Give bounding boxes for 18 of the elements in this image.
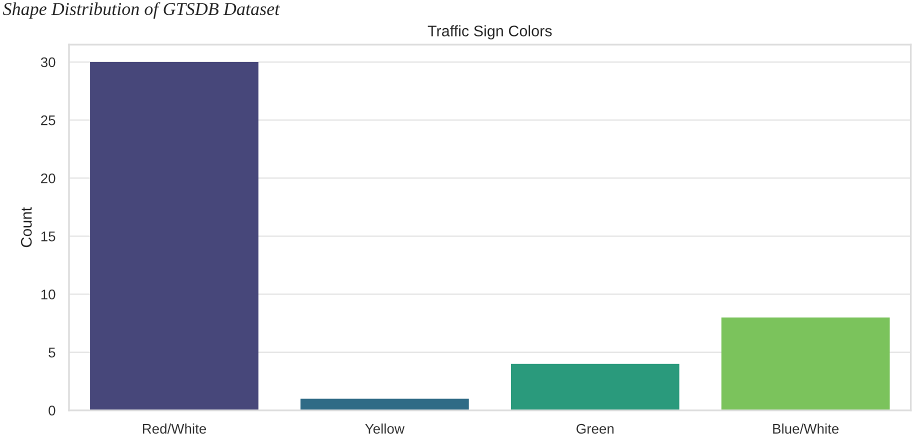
y-tick-label: 25	[41, 115, 56, 126]
bar	[300, 398, 469, 410]
y-axis-title: Count	[20, 207, 32, 248]
x-tick-label: Red/White	[142, 424, 206, 434]
bar	[90, 62, 258, 410]
chart-title: Traffic Sign Colors	[428, 25, 552, 40]
y-tick-label: 15	[41, 232, 56, 242]
bar	[510, 364, 680, 410]
x-tick-label: Blue/White	[773, 424, 839, 434]
y-tick-label: 20	[41, 173, 56, 184]
y-tick-label: 5	[48, 348, 56, 358]
y-tick-label: 0	[48, 406, 56, 416]
bar	[721, 317, 890, 410]
y-tick-label: 30	[40, 57, 56, 68]
y-tick-label: 10	[41, 290, 56, 300]
x-tick-label: Yellow	[365, 424, 405, 434]
x-tick-label: Green	[576, 424, 614, 434]
text: Shape Distribution of GTSDB Dataset	[2, 2, 280, 19]
